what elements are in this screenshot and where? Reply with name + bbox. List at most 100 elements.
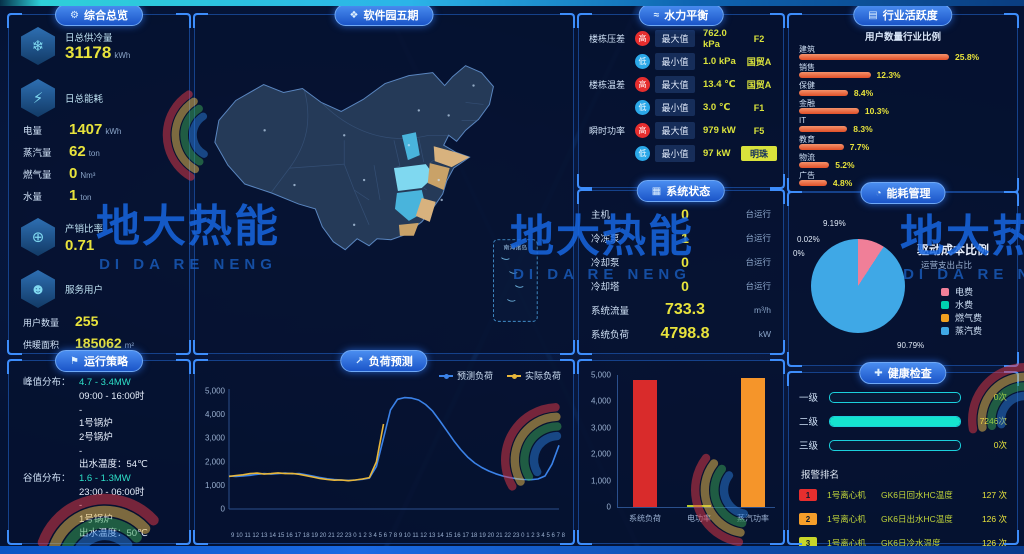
metric-unit: ton	[88, 149, 100, 158]
health-levels: 一级 0次 二级 7246次 三级 0次	[789, 373, 1017, 457]
x-tick-label: 17	[462, 533, 469, 539]
forecast-legend[interactable]: 预测负荷 实际负荷	[438, 369, 561, 382]
metric-label: 燃气量	[23, 170, 52, 181]
bar-category-label: 系统负荷	[629, 514, 661, 523]
metric-label: 日总供冷量	[65, 32, 113, 44]
legend-swatch	[506, 373, 521, 379]
strategy-text: 1号锅炉	[79, 418, 113, 430]
globe-icon: ⊕	[21, 218, 55, 256]
hydraulic-panel-title[interactable]: ≈ 水力平衡	[638, 4, 724, 26]
industry-bar	[799, 108, 859, 114]
pie-icon: ◔	[875, 187, 882, 199]
status-panel-title[interactable]: ▦ 系统状态	[636, 180, 726, 202]
overview-panel-title[interactable]: ⚙ 综合总览	[55, 4, 143, 26]
status-row: 系统负荷 4798.8 kW	[591, 323, 771, 345]
province-highlight-jiangsu[interactable]	[427, 163, 450, 190]
pie-callout-electric: 9.19%	[823, 219, 846, 228]
x-tick-label: 0	[353, 533, 357, 539]
pie-callout-water: 0.02%	[797, 235, 820, 244]
legend-item-水费[interactable]: 水费	[941, 298, 982, 311]
overview-panel: ⚙ 综合总览 ❄ 日总供冷量 31178 kWh ⚡ 日总能耗 电量 1407 kWh 蒸汽量 62…	[7, 4, 191, 355]
strategy-line: -	[23, 405, 189, 417]
forecast-panel-title[interactable]: ↗ 负荷预测	[340, 350, 428, 372]
strategy-line: 1号锅炉	[23, 515, 189, 526]
china-map[interactable]: 南海诸岛	[195, 31, 573, 349]
strategy-text: 23:00 - 06:00时	[79, 486, 145, 498]
level-label: 一级	[799, 393, 819, 404]
waves-icon: ≈	[653, 9, 660, 21]
energy-legend: 电费 水费 燃气费 蒸汽费	[941, 285, 982, 337]
pie-center-title: 驱动成本比例	[917, 243, 990, 257]
svg-text:5,000: 5,000	[205, 387, 226, 396]
legend-item-燃气费[interactable]: 燃气费	[941, 311, 982, 324]
industry-value: 10.3%	[864, 106, 889, 116]
hydraulic-panel: ≈ 水力平衡 楼栋压差高最大值 762.0 kPa F2 低最小值 1.0 kPa 国贸A…	[577, 4, 785, 189]
x-tick-label: 12	[420, 533, 427, 539]
legend-swatch	[438, 373, 453, 379]
city-dots	[195, 84, 475, 227]
province-highlight-shandong[interactable]	[433, 146, 470, 168]
industry-panel-title[interactable]: ▤ 行业活跃度	[853, 4, 953, 26]
strategy-body: 峰值分布： 4.7 - 3.4MW 09:00 - 16:00时 -1号锅炉 2号锅炉 -…	[9, 361, 189, 539]
strategy-line: 23:00 - 06:00时	[23, 486, 189, 499]
lightning-icon: ⚡	[21, 79, 55, 117]
metric-value: 0	[69, 165, 78, 182]
y-tick-label: 0	[606, 502, 611, 512]
province-highlight-fujian[interactable]	[415, 197, 436, 222]
legend-swatch	[941, 287, 949, 296]
status-label: 系统流量	[591, 306, 630, 317]
alarm-device: 1号离心机	[827, 514, 866, 524]
power-bars-panel: 0 1,000 2,000 3,000 4,000 5,000 系统负荷 电功率 蒸汽功率	[577, 359, 785, 545]
strategy-panel-title[interactable]: ⚑ 运行策略	[55, 350, 143, 372]
stat-chip: 最小值	[655, 99, 695, 116]
energy-panel-title[interactable]: ◔ 能耗管理	[860, 182, 946, 204]
industry-row: 销售 12.3%	[799, 62, 1007, 80]
province-highlight-hubei[interactable]	[393, 164, 435, 191]
health-panel-title[interactable]: ✚ 健康检查	[859, 362, 947, 384]
strategy-text: 2号锅炉	[79, 431, 113, 443]
svg-text:2,000: 2,000	[205, 457, 226, 466]
legend-item-电费[interactable]: 电费	[941, 285, 982, 298]
x-tick-label: 22	[336, 533, 344, 539]
metric-unit: kWh	[114, 50, 131, 60]
health-level-row: 二级 7246次	[799, 409, 1007, 433]
bar-电功率	[687, 505, 711, 507]
hydraulic-value: 97 kW	[703, 148, 731, 159]
x-tick-label: 17	[294, 533, 302, 539]
overview-stat-row: 水量 1 ton	[23, 187, 189, 207]
station-label: F1	[753, 102, 765, 113]
level-label: 二级	[799, 417, 819, 428]
y-tick-label: 3,000	[590, 423, 611, 433]
level-bar-track	[829, 439, 961, 451]
x-tick-label: 23	[512, 533, 520, 539]
x-tick-label: 19	[311, 533, 318, 539]
strategy-label: 峰值分布：	[23, 377, 71, 389]
flag-icon: ⚑	[70, 355, 79, 367]
province-highlight-shanxi[interactable]	[401, 132, 420, 161]
metric-label: 日总能耗	[65, 94, 104, 105]
legend-item-实际负荷[interactable]: 实际负荷	[506, 369, 561, 382]
x-tick-label: 4	[373, 533, 377, 539]
legend-item-蒸汽费[interactable]: 蒸汽费	[941, 324, 982, 337]
x-tick-label: 5	[378, 533, 382, 539]
status-row: 系统流量 733.3 m³/h	[591, 299, 771, 321]
map-marker-icon: ❖	[349, 9, 359, 21]
metric-value: 1407	[69, 121, 103, 138]
high-badge-icon: 高	[635, 123, 650, 138]
legend-item-预测负荷[interactable]: 预测负荷	[438, 369, 493, 382]
industry-category-label: 教育	[799, 135, 815, 144]
status-value: 0	[681, 206, 689, 222]
x-tick-label: 11	[244, 533, 251, 539]
y-tick-label: 5,000	[590, 370, 611, 380]
station-label: 国贸A	[746, 57, 772, 67]
hydraulic-body: 楼栋压差高最大值 762.0 kPa F2 低最小值 1.0 kPa 国贸A 楼栋温差高最大…	[579, 15, 783, 165]
province-highlight-guangdong[interactable]	[398, 222, 419, 236]
hydraulic-row: 瞬时功率高最大值 979 kW F5	[589, 119, 777, 142]
overview-hero-text: 日总供冷量 31178 kWh	[65, 30, 130, 63]
x-tick-label: 3	[536, 533, 540, 539]
map-panel: ❖ 软件园五期	[193, 4, 575, 355]
x-tick-label: 22	[504, 533, 512, 539]
industry-bar	[799, 180, 827, 186]
map-panel-title[interactable]: ❖ 软件园五期	[334, 4, 434, 26]
province-borders	[271, 90, 484, 225]
